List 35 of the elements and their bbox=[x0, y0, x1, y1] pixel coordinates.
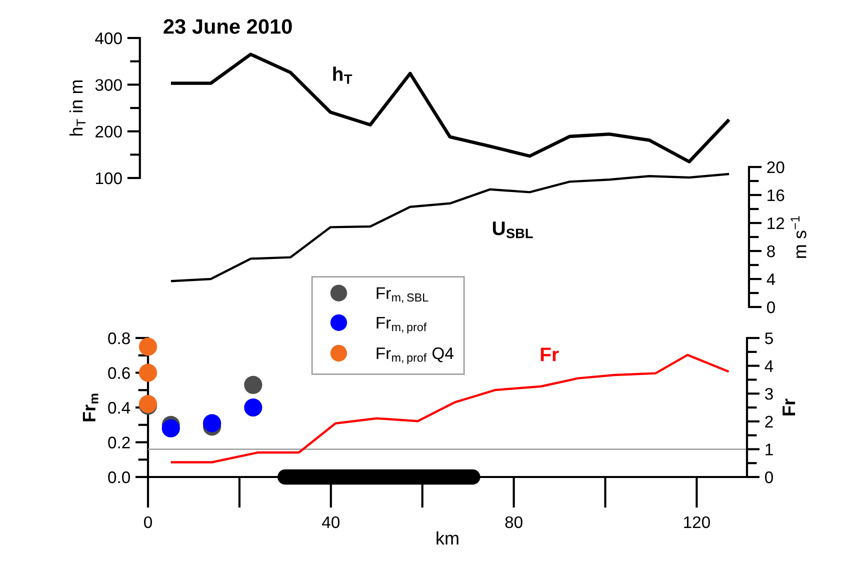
x-tick-label: 40 bbox=[322, 516, 340, 528]
x-axis-title: km bbox=[436, 531, 458, 545]
y-tick-label: 400 bbox=[95, 32, 122, 44]
y-tick-label: 300 bbox=[95, 79, 122, 91]
y2-axis-title: Fr bbox=[782, 398, 796, 416]
y-tick-label: 12 bbox=[768, 217, 784, 230]
y-tick-label: 100 bbox=[96, 172, 122, 184]
y-tick-label: 200 bbox=[96, 126, 122, 138]
x-tick-label: 80 bbox=[505, 516, 522, 528]
y2-tick-label: 3 bbox=[764, 388, 773, 400]
y-tick-label: 4 bbox=[766, 274, 776, 286]
y2-tick-label: 1 bbox=[766, 444, 773, 456]
legend-label: Fr$_{m,SBL}$ bbox=[376, 287, 428, 304]
y-tick-label: 0 bbox=[767, 301, 775, 314]
x-tick-label: 120 bbox=[684, 516, 710, 528]
annotation: Fr bbox=[540, 348, 559, 362]
y2-tick-label: 5 bbox=[765, 332, 773, 344]
legend-label: Fr$_{m,prof}$ bbox=[376, 316, 427, 334]
y-tick-label: 0.4 bbox=[108, 402, 130, 414]
annotation: U$_{SBL}$ bbox=[492, 222, 533, 238]
y2-tick-label: 2 bbox=[765, 416, 773, 428]
y-tick-label: 0.8 bbox=[108, 332, 130, 344]
y-tick-label: 16 bbox=[768, 189, 784, 202]
y-axis-title: Fr$_{m}$ bbox=[82, 394, 98, 422]
y-axis-title: m s$^{−1}$ bbox=[790, 216, 806, 258]
y-tick-label: 20 bbox=[767, 161, 784, 174]
y-axis-title: h$_{T}$ in m bbox=[69, 80, 86, 136]
legend-label: Fr$_{m,prof}$ Q4 bbox=[376, 347, 454, 364]
y-tick-label: 0.6 bbox=[108, 367, 130, 379]
y-tick-label: 0.2 bbox=[108, 436, 130, 448]
chart-title: 23 June 2010 bbox=[164, 19, 292, 34]
y-tick-label: 8 bbox=[767, 245, 775, 258]
x-tick-label: 0 bbox=[144, 516, 152, 528]
annotation: h$_{T}$ bbox=[333, 66, 352, 84]
y-tick-label: 0.0 bbox=[108, 471, 130, 484]
